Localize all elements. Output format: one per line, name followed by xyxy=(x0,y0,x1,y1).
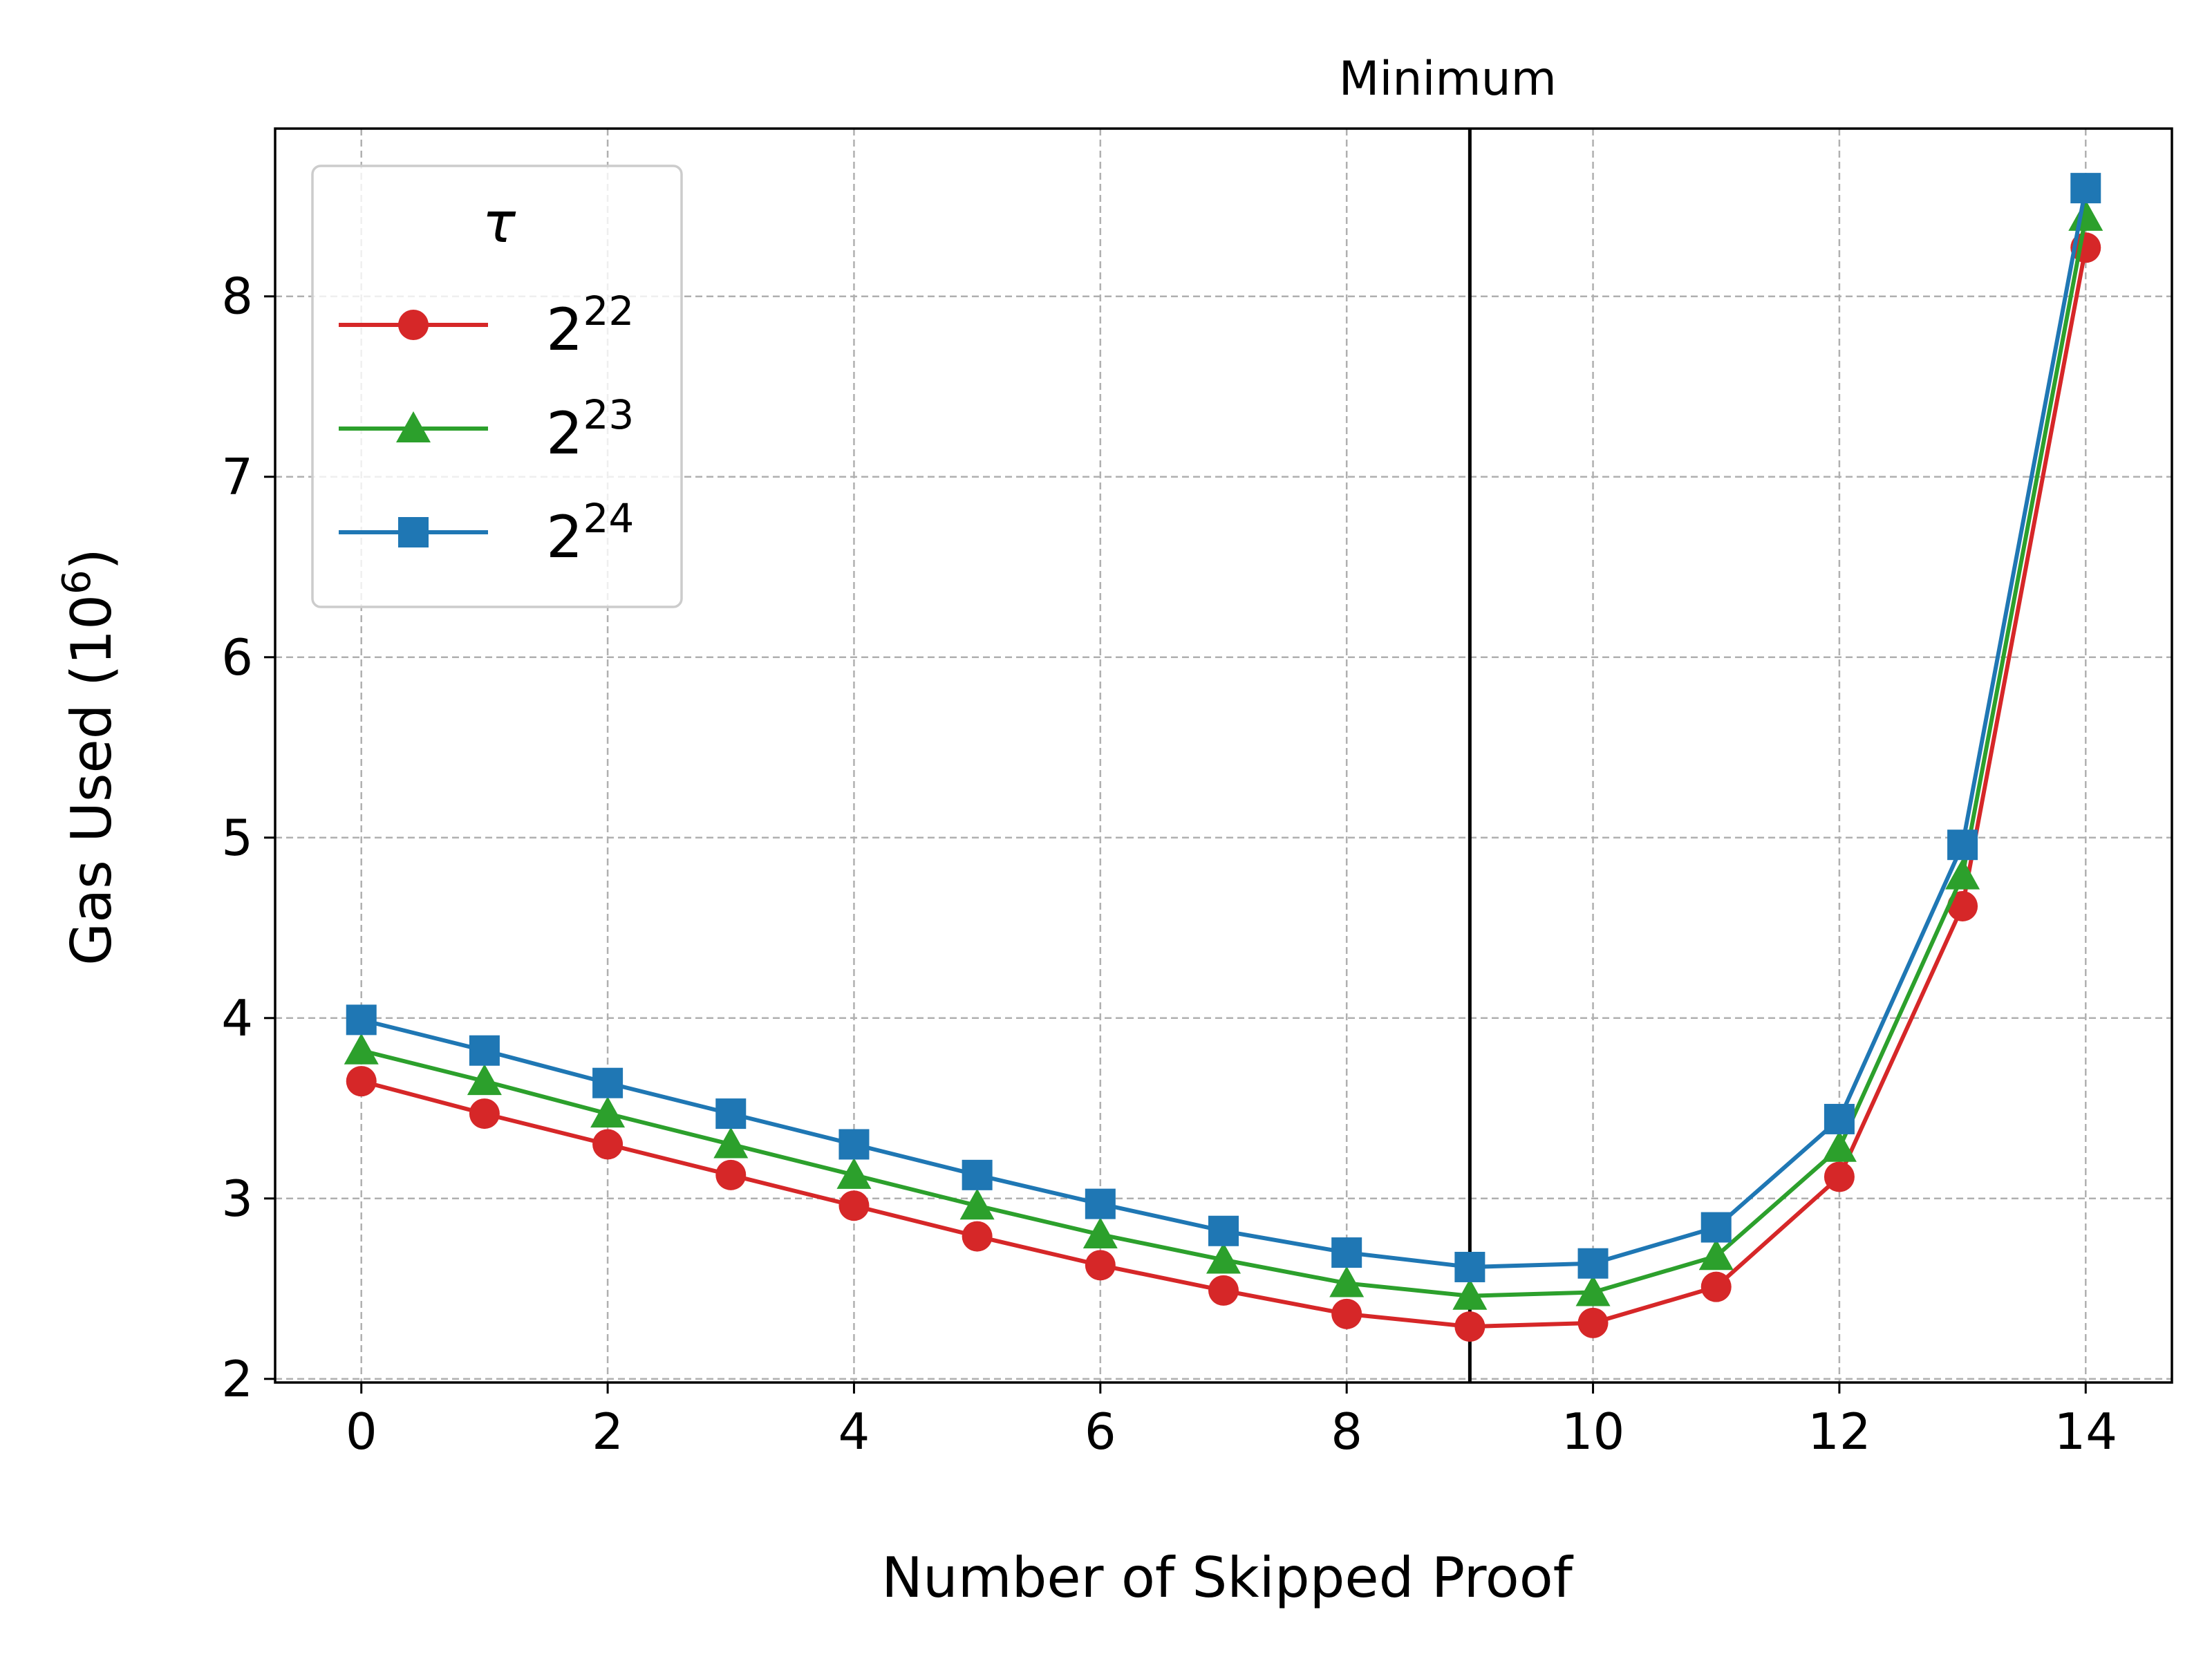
data-point xyxy=(1454,1252,1485,1282)
legend-label-base: 2 xyxy=(546,503,583,571)
x-tick-label: 10 xyxy=(1562,1403,1625,1461)
legend-marker xyxy=(398,517,429,547)
y-axis-label-close: ) xyxy=(59,548,124,570)
data-point xyxy=(1701,1272,1732,1302)
y-tick-label: 5 xyxy=(221,809,253,867)
x-tick-label: 12 xyxy=(1808,1403,1871,1461)
x-tick-label: 0 xyxy=(346,1403,377,1461)
legend-label-exponent: 22 xyxy=(583,288,634,335)
x-axis-label: Number of Skipped Proof xyxy=(881,1546,1574,1610)
data-point xyxy=(1701,1212,1732,1243)
y-tick-label: 2 xyxy=(221,1350,253,1408)
data-point xyxy=(1085,1189,1116,1219)
data-point xyxy=(962,1221,993,1252)
y-axis-label-main: Gas Used (10 xyxy=(59,594,124,966)
data-point xyxy=(469,1098,500,1129)
y-tick-label: 3 xyxy=(221,1170,253,1228)
y-tick-label: 4 xyxy=(221,989,253,1047)
data-point xyxy=(592,1068,623,1098)
data-point xyxy=(838,1129,869,1159)
y-axis-label: Gas Used (106) xyxy=(55,548,124,966)
x-tick-label: 6 xyxy=(1085,1403,1116,1461)
data-point xyxy=(1085,1250,1116,1280)
legend-label-exponent: 24 xyxy=(583,495,634,542)
legend-label-base: 2 xyxy=(546,296,583,364)
legend-marker xyxy=(398,310,429,340)
y-tick-label: 7 xyxy=(221,448,253,506)
legend-label-base: 2 xyxy=(546,400,583,467)
y-tick-label: 8 xyxy=(221,268,253,326)
data-point xyxy=(346,1066,377,1096)
data-point xyxy=(346,1004,377,1035)
data-point xyxy=(1824,1161,1855,1192)
data-point xyxy=(1578,1308,1609,1338)
data-point xyxy=(962,1160,993,1190)
data-point xyxy=(592,1129,623,1159)
data-point xyxy=(1208,1216,1239,1246)
data-point xyxy=(838,1190,869,1221)
x-tick-label: 2 xyxy=(592,1403,624,1461)
y-axis-label-exponent: 6 xyxy=(55,570,100,594)
legend-label-exponent: 23 xyxy=(583,391,634,438)
data-point xyxy=(1824,1104,1855,1134)
x-tick-label: 4 xyxy=(838,1403,870,1461)
data-point xyxy=(2070,173,2101,203)
data-point xyxy=(1208,1275,1239,1306)
minimum-label: Minimum xyxy=(1339,52,1557,106)
data-point xyxy=(1331,1237,1362,1268)
data-point xyxy=(1331,1299,1362,1329)
data-point xyxy=(1454,1311,1485,1342)
y-tick-label: 6 xyxy=(221,628,253,686)
data-point xyxy=(469,1035,500,1066)
legend-title: τ xyxy=(482,191,516,255)
data-point xyxy=(715,1160,746,1190)
data-point xyxy=(1947,830,1978,860)
data-point xyxy=(715,1098,746,1129)
x-tick-label: 8 xyxy=(1331,1403,1362,1461)
data-point xyxy=(1578,1248,1609,1279)
x-tick-label: 14 xyxy=(2054,1403,2117,1461)
